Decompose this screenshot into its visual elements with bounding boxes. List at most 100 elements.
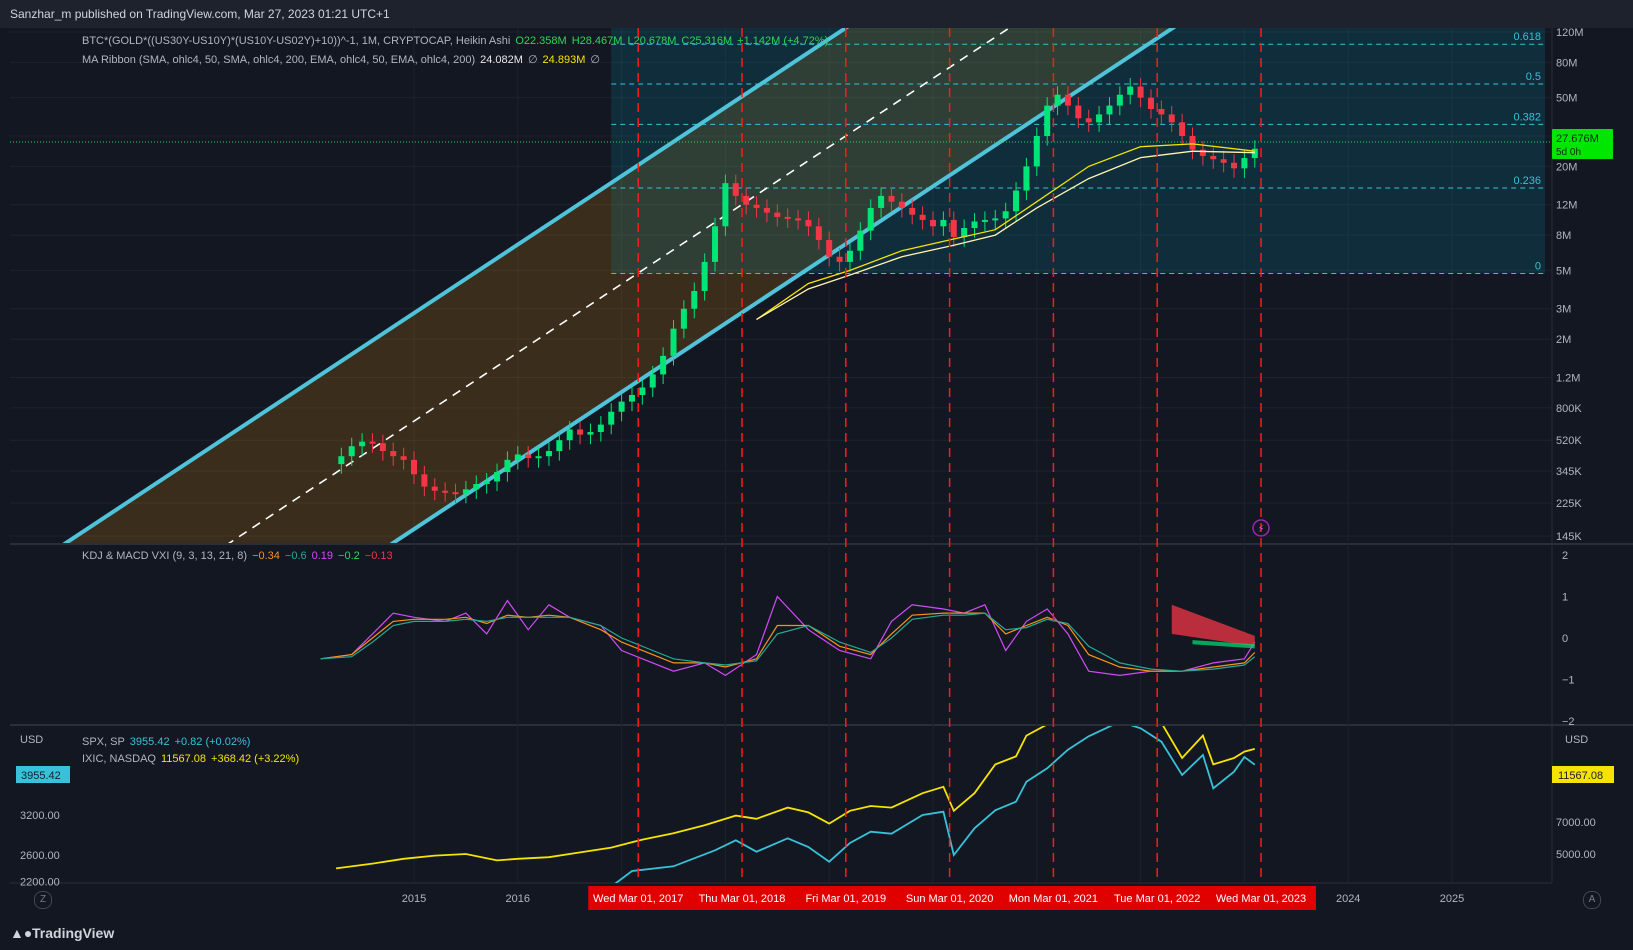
ma-fast-line (756, 143, 1255, 321)
candle-body (919, 214, 926, 220)
date-highlight-band (588, 886, 1317, 910)
fibonacci-retracement: 0.618 0.5 0.382 0.236 0 (611, 28, 1545, 274)
countdown-label: 5d 0h (1556, 147, 1581, 158)
candle-body (1158, 108, 1165, 115)
candle-body (400, 456, 407, 460)
kdj-legend[interactable]: KDJ & MACD VXI (9, 3, 13, 21, 8) −0.34 −0.… (82, 550, 398, 562)
price-tick-label: 2M (1556, 334, 1571, 346)
candle-body (940, 219, 947, 227)
fib-level-label: 0.618 (1513, 31, 1541, 43)
ohlc-high: H28.467M (571, 35, 623, 47)
candle-body (795, 218, 802, 221)
price-tick-label: 345K (1556, 466, 1582, 478)
ma-ribbon-label: MA Ribbon (SMA, ohlc4, 50, SMA, ohlc4, 2… (82, 54, 476, 66)
candle-body (1231, 162, 1238, 169)
candle-body (857, 230, 864, 251)
year-tick-label: 2024 (1336, 893, 1360, 905)
candle-body (535, 456, 542, 459)
kdj-tick-label: 0 (1562, 633, 1568, 645)
tradingview-logo[interactable]: ▲●TradingView (10, 925, 114, 941)
price-tick-label: 120M (1556, 27, 1584, 39)
candle-body (545, 451, 552, 457)
spx-name: SPX, SP (82, 736, 125, 748)
candle-body (660, 355, 667, 375)
kdj-name: KDJ & MACD VXI (9, 3, 13, 21, 8) (82, 550, 248, 562)
candle-body (525, 454, 532, 459)
candle-body (483, 481, 490, 485)
candle-body (369, 441, 376, 444)
price-tick-label: 50M (1556, 93, 1577, 105)
price-tick-label: 8M (1556, 230, 1571, 242)
highlight-date-label: Fri Mar 01, 2019 (805, 893, 886, 905)
kdj-value-5: −0.13 (364, 550, 393, 562)
candle-body (1064, 94, 1071, 106)
candle-body (390, 451, 397, 457)
candle-body (846, 250, 853, 262)
price-tick-label: 5M (1556, 265, 1571, 277)
price-tick-label: 1.2M (1556, 372, 1580, 384)
zoom-button[interactable]: Z (34, 891, 52, 909)
bottom-bar (0, 916, 1633, 950)
macd-bull-cloud (1192, 640, 1255, 649)
year-tick-label: 2025 (1440, 893, 1464, 905)
candle-body (1137, 86, 1144, 98)
ohlc-low: L20.678M (627, 35, 677, 47)
auto-scale-button[interactable]: A (1583, 891, 1601, 909)
candle-body (763, 207, 770, 213)
price-axes: 120M80M50M30M20M12M8M5M3M2M1.2M800K520K3… (16, 27, 1614, 889)
candle-body (670, 328, 677, 356)
candle-body (1147, 97, 1154, 109)
candle-body (836, 256, 843, 262)
ixic-value: 11567.08 (160, 753, 207, 765)
trend-channel (10, 28, 1552, 543)
candle-body (411, 459, 417, 475)
spx-legend[interactable]: SPX, SP 3955.42 +0.82 (+0.02%) (82, 736, 255, 748)
channel-lower-line (389, 28, 1177, 543)
candle-body (1116, 94, 1123, 106)
ixic-tick-label: 7000.00 (1556, 817, 1596, 829)
last-price-label: 27.676M (1556, 133, 1599, 145)
price-tick-label: 80M (1556, 57, 1577, 69)
candle-body (1023, 166, 1030, 191)
candle-body (566, 429, 573, 441)
left-usd-label: USD (20, 734, 44, 746)
main-legend[interactable]: BTC*(GOLD*((US30Y-US10Y)*(US10Y-US02Y)+1… (82, 35, 833, 47)
kdj-value-1: −0.34 (252, 550, 280, 562)
candle-body (442, 490, 449, 493)
highlight-date-label: Thu Mar 01, 2018 (699, 893, 786, 905)
highlight-date-label: Mon Mar 01, 2021 (1009, 893, 1098, 905)
ohlc-change: +1.142M (+4.72%) (737, 35, 829, 47)
candle-body (348, 446, 355, 457)
candle-body (462, 489, 469, 494)
ixic-name: IXIC, NASDAQ (82, 753, 156, 765)
price-tick-label: 520K (1556, 435, 1582, 447)
kdj-value-3: 0.19 (311, 550, 334, 562)
candle-body (1241, 158, 1248, 169)
candle-body (379, 443, 386, 452)
candle-body (1096, 114, 1103, 123)
candle-body (1033, 135, 1040, 167)
yearly-march-markers: ⚡ (637, 28, 1270, 883)
candle-body (359, 441, 366, 447)
ma-value-1: 24.082M (480, 54, 523, 66)
candle-body (1168, 114, 1175, 123)
spx-price-label: 3955.42 (21, 770, 61, 782)
spx-line (614, 726, 1256, 883)
ixic-legend[interactable]: IXIC, NASDAQ 11567.08 +368.42 (+3.22%) (82, 753, 304, 765)
ma-ribbon-legend[interactable]: MA Ribbon (SMA, ohlc4, 50, SMA, ohlc4, 2… (82, 53, 605, 66)
candle-body (784, 216, 791, 219)
highlight-date-label: Tue Mar 01, 2022 (1114, 893, 1200, 905)
candle-body (556, 440, 563, 452)
candle-body (971, 221, 978, 228)
heikin-ashi-candles (338, 78, 1258, 504)
price-tick-label: 225K (1556, 498, 1582, 510)
candle-body (961, 227, 968, 238)
candle-body (338, 456, 345, 465)
candle-body (1106, 105, 1113, 115)
spx-value: 3955.42 (129, 736, 170, 748)
candle-body (1054, 94, 1061, 106)
tradingview-logo-text: TradingView (32, 925, 115, 941)
macd-bear-cloud (1171, 604, 1255, 647)
candle-body (680, 308, 687, 329)
